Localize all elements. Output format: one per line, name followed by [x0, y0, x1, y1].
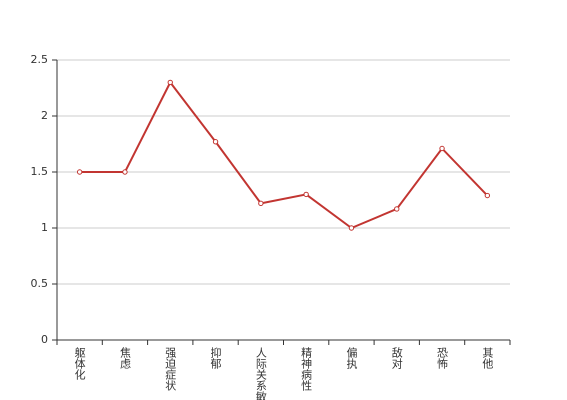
- point: [394, 206, 400, 212]
- x-tick-label: 躯体化: [73, 347, 86, 381]
- x-tick-label: 焦虑: [118, 347, 131, 369]
- point: [348, 225, 355, 231]
- y-tick-label: 0: [41, 333, 48, 346]
- y-tick-label: 1: [41, 221, 48, 234]
- line: [79, 80, 489, 230]
- x-tick-label: 偏执: [345, 346, 358, 370]
- point: [167, 79, 173, 86]
- y-tick-label: 2.5: [31, 53, 49, 66]
- point: [439, 145, 445, 152]
- x-tick-label: 恐怖: [436, 347, 449, 369]
- y-tick-label: 1.5: [31, 165, 49, 178]
- point: [76, 169, 83, 175]
- x-tick-label: 强迫症状: [164, 347, 177, 391]
- y-tick-label: 0.5: [31, 277, 49, 290]
- point: [258, 200, 264, 207]
- point: [212, 139, 219, 145]
- x-tick-label: 抑郁: [209, 346, 222, 369]
- point: [484, 192, 491, 199]
- point: [303, 191, 309, 198]
- x-tick-label: 精神病性: [300, 347, 313, 392]
- x-tick-label: 人际关系敏感: [254, 347, 267, 400]
- x-tick-label: 其他: [481, 347, 494, 369]
- y-tick-label: 2: [41, 109, 48, 122]
- x-tick-label: 敌对: [390, 346, 403, 369]
- point: [122, 169, 128, 175]
